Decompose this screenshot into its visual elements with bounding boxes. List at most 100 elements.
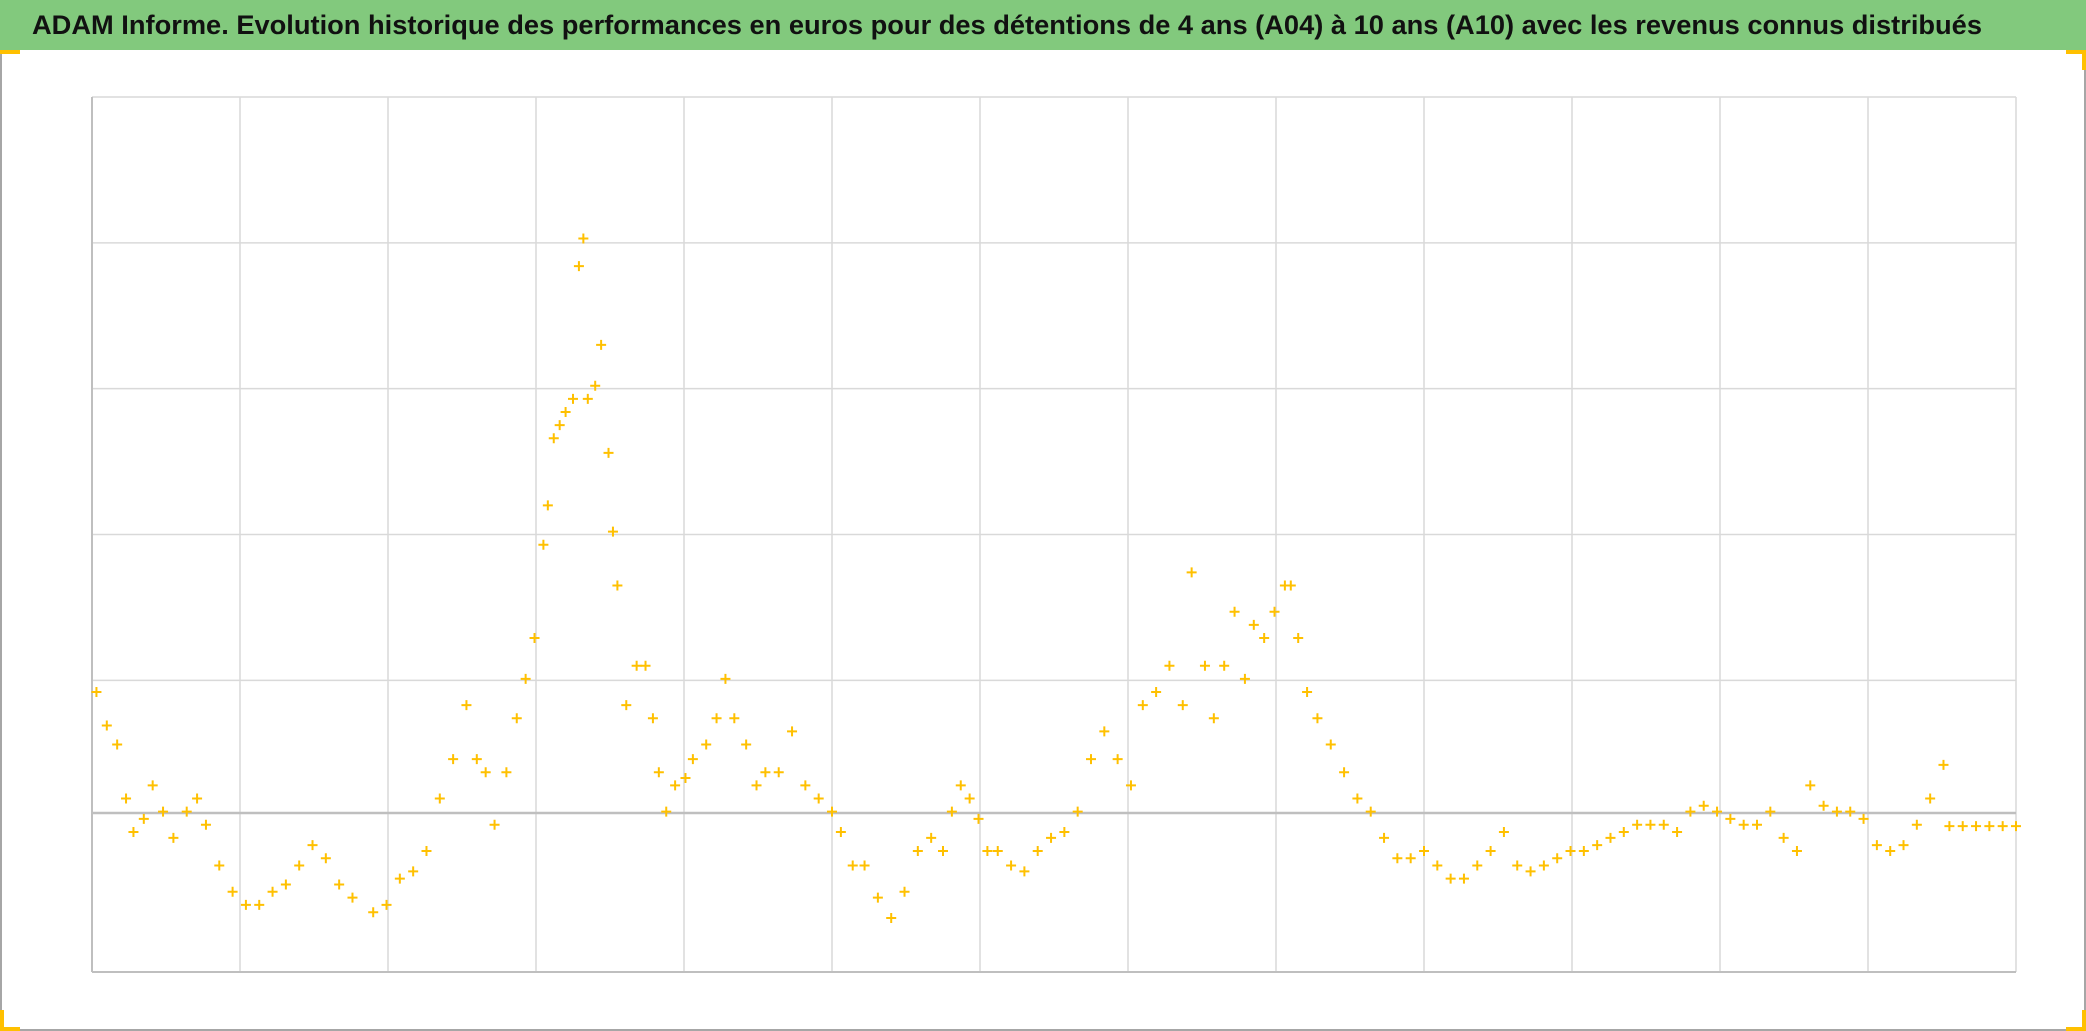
point xyxy=(1752,819,1762,830)
point xyxy=(548,433,559,444)
title-banner xyxy=(0,0,2086,50)
point xyxy=(1248,619,1259,630)
point xyxy=(1099,726,1110,737)
point xyxy=(912,845,923,856)
point xyxy=(835,827,846,837)
point xyxy=(1405,853,1416,864)
point xyxy=(254,899,265,910)
point xyxy=(1778,832,1789,843)
point xyxy=(128,827,139,837)
point xyxy=(554,420,565,431)
point xyxy=(899,886,910,897)
point xyxy=(121,793,132,804)
point xyxy=(1046,832,1057,843)
point xyxy=(501,767,512,778)
point xyxy=(542,500,553,511)
point xyxy=(1125,780,1136,791)
point xyxy=(568,393,578,404)
point xyxy=(1925,793,1936,804)
point xyxy=(1658,819,1669,830)
point xyxy=(1858,813,1869,824)
point xyxy=(1997,821,2008,832)
point xyxy=(1059,827,1070,837)
point xyxy=(520,673,531,684)
point xyxy=(1379,832,1390,843)
point xyxy=(1512,860,1523,871)
point xyxy=(1186,567,1197,578)
point xyxy=(1685,806,1696,817)
point xyxy=(168,832,179,843)
point xyxy=(964,793,975,804)
point xyxy=(1269,606,1280,617)
point xyxy=(955,780,966,791)
point xyxy=(1957,821,1968,832)
point xyxy=(612,580,623,591)
point xyxy=(1072,806,1083,817)
point xyxy=(1229,606,1240,617)
point xyxy=(1971,821,1982,832)
point xyxy=(192,793,203,804)
point xyxy=(181,806,192,817)
point xyxy=(926,832,937,843)
point xyxy=(147,780,158,791)
point xyxy=(1672,827,1683,837)
point xyxy=(560,407,571,417)
point xyxy=(1432,860,1443,871)
point xyxy=(631,660,642,671)
point xyxy=(1419,845,1429,856)
point xyxy=(1485,845,1496,856)
point xyxy=(1911,819,1922,830)
point xyxy=(408,866,419,877)
point xyxy=(872,892,883,903)
point xyxy=(720,673,731,684)
point xyxy=(112,739,123,750)
point xyxy=(1112,754,1123,765)
point xyxy=(1944,821,1955,832)
point xyxy=(1086,754,1096,765)
point xyxy=(670,780,681,791)
point xyxy=(538,539,549,550)
point xyxy=(1445,873,1456,884)
point xyxy=(886,913,897,924)
point xyxy=(1938,759,1949,770)
point xyxy=(992,845,1003,856)
point xyxy=(434,793,445,804)
point xyxy=(603,447,614,458)
point xyxy=(1885,845,1896,856)
point xyxy=(381,899,392,910)
point xyxy=(240,899,251,910)
point xyxy=(1199,660,1210,671)
point xyxy=(200,819,211,830)
point xyxy=(787,726,798,737)
point xyxy=(729,713,740,724)
point xyxy=(1791,845,1802,856)
point xyxy=(973,813,984,824)
point xyxy=(1738,819,1749,830)
point xyxy=(368,907,379,918)
point xyxy=(1285,580,1296,591)
point xyxy=(1592,840,1603,851)
point xyxy=(653,767,664,778)
point xyxy=(1578,845,1589,856)
point xyxy=(607,526,618,537)
point xyxy=(471,754,482,765)
point xyxy=(573,261,584,272)
corner-marks xyxy=(0,50,2086,1031)
point xyxy=(751,780,762,791)
point xyxy=(680,773,691,784)
point xyxy=(1259,633,1270,644)
point xyxy=(859,860,870,871)
point xyxy=(91,687,102,697)
point xyxy=(701,739,712,750)
point xyxy=(280,879,291,890)
point xyxy=(394,873,405,884)
point xyxy=(1605,832,1616,843)
point xyxy=(621,700,632,711)
point xyxy=(421,845,432,856)
point xyxy=(640,660,651,671)
point xyxy=(760,767,771,778)
point xyxy=(461,700,472,711)
point xyxy=(227,886,238,897)
point xyxy=(1365,806,1376,817)
point xyxy=(687,754,698,765)
